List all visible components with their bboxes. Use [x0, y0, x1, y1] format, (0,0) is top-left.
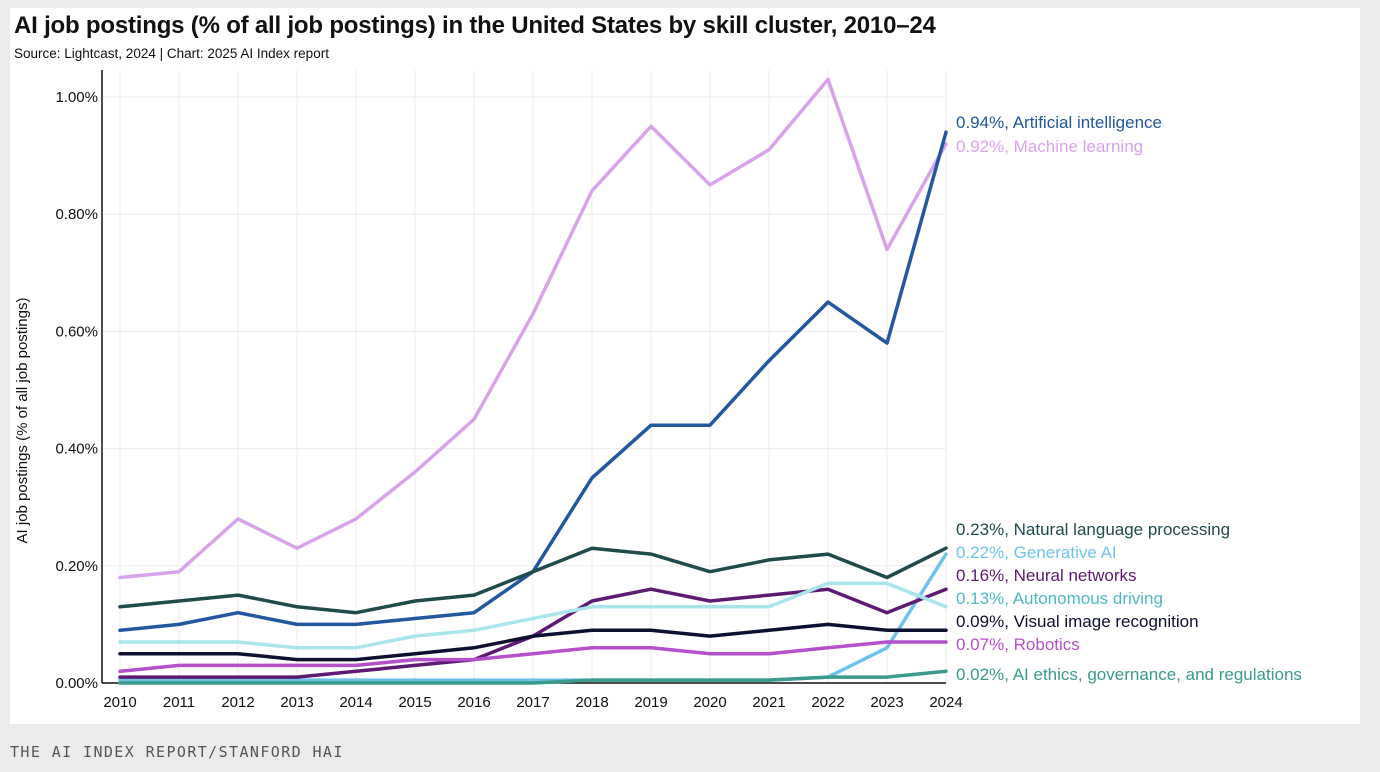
x-tick-label: 2015: [398, 694, 431, 711]
y-tick-label: 0.60%: [55, 323, 98, 340]
series-lines: [118, 77, 948, 685]
line-chart: 0.00% 0.20% 0.40% 0.60% 0.80% 1.00% 2010 2011 20…: [14, 70, 1302, 711]
chart-title: AI job postings (% of all job postings) …: [14, 12, 936, 39]
chart-source: Source: Lightcast, 2024 | Chart: 2025 AI…: [14, 46, 329, 61]
series-line-visual-image-recognition: [118, 622, 948, 662]
chart-card: AI job postings (% of all job postings) …: [10, 8, 1360, 724]
y-tick-label: 0.40%: [55, 441, 98, 458]
x-tick-label: 2014: [339, 694, 372, 711]
series-end-label: 0.09%, Visual image recognition: [956, 612, 1199, 631]
gridlines: [102, 70, 947, 683]
series-end-label: 0.16%, Neural networks: [956, 566, 1136, 585]
x-tick-label: 2019: [634, 694, 667, 711]
series-end-label: 0.94%, Artificial intelligence: [956, 113, 1162, 132]
series-line-robotics: [118, 640, 948, 674]
series-line-autonomous-driving: [118, 581, 948, 650]
y-axis-title: AI job postings (% of all job postings): [14, 298, 31, 544]
x-tick-label: 2021: [752, 694, 785, 711]
series-end-label: 0.22%, Generative AI: [956, 543, 1117, 562]
series-line-natural-language-processing: [118, 546, 948, 615]
x-tick-label: 2022: [811, 694, 844, 711]
x-tick-label: 2010: [103, 694, 136, 711]
y-tick-label: 0.20%: [55, 558, 98, 575]
series-line-machine-learning: [118, 77, 948, 580]
series-end-label: 0.13%, Autonomous driving: [956, 589, 1163, 608]
y-tick-label: 0.80%: [55, 206, 98, 223]
series-end-label: 0.02%, AI ethics, governance, and regula…: [956, 665, 1302, 684]
series-end-label: 0.07%, Robotics: [956, 635, 1080, 654]
x-tick-label: 2023: [870, 694, 903, 711]
y-tick-label: 0.00%: [55, 675, 98, 692]
x-tick-label: 2011: [163, 694, 195, 711]
y-tick-label: 1.00%: [55, 89, 98, 106]
x-tick-label: 2016: [457, 694, 490, 711]
end-labels: 0.94%, Artificial intelligence 0.92%, Mac…: [956, 113, 1302, 684]
x-tick-label: 2018: [575, 694, 608, 711]
series-line-ai-ethics-governance-and-regulations: [118, 669, 948, 685]
x-tick-label: 2012: [221, 694, 254, 711]
footer-credit: THE AI INDEX REPORT/STANFORD HAI: [10, 743, 344, 761]
series-end-label: 0.23%, Natural language processing: [956, 520, 1230, 539]
x-tick-label: 2013: [280, 694, 313, 711]
axes: 0.00% 0.20% 0.40% 0.60% 0.80% 1.00% 2010 2011 20…: [14, 70, 963, 711]
x-tick-label: 2024: [929, 694, 962, 711]
x-tick-label: 2017: [516, 694, 549, 711]
series-end-label: 0.92%, Machine learning: [956, 137, 1143, 156]
x-tick-label: 2020: [693, 694, 726, 711]
